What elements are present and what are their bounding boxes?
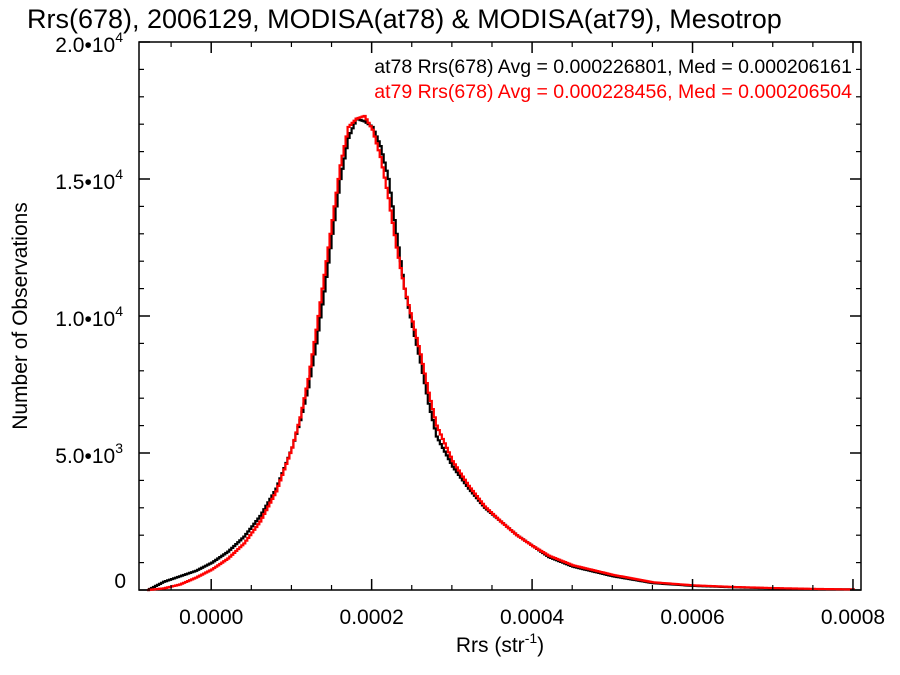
y-tick-label-sup-2: 4: [115, 303, 123, 319]
series-1-line: [147, 114, 855, 592]
y-axis-label: Number of Observations: [9, 202, 32, 430]
y-tick-label-sup-4: 4: [115, 29, 123, 45]
y-tick-label-3: 1.5•104: [55, 166, 123, 194]
y-tick-label-base-1: 5.0•10: [55, 445, 115, 468]
y-tick-label-4: 2.0•104: [55, 29, 123, 57]
x-axis-label-text: Rrs (str: [456, 634, 525, 657]
x-axis-label: Rrs (str-1): [456, 630, 544, 657]
y-tick-label-0: 0: [114, 570, 126, 593]
y-tick-label-2: 1.0•104: [55, 303, 123, 331]
y-tick-label-base-2: 1.0•10: [55, 308, 115, 331]
x-tick-label-3: 0.0006: [660, 606, 724, 629]
annotation-0: at78 Rrs(678) Avg = 0.000226801, Med = 0…: [374, 56, 852, 78]
x-tick-label-4: 0.0008: [821, 606, 885, 629]
x-axis-label-sup: -1: [525, 630, 538, 646]
y-tick-label-base-4: 2.0•10: [55, 34, 115, 57]
x-tick-label-0: 0.0000: [179, 606, 243, 629]
x-axis-label-close: ): [537, 634, 544, 657]
y-tick-label-1: 5.0•103: [55, 440, 123, 468]
annotation-1: at79 Rrs(678) Avg = 0.000228456, Med = 0…: [374, 81, 852, 103]
y-tick-label-sup-3: 4: [115, 166, 123, 182]
stats-annotations: at78 Rrs(678) Avg = 0.000226801, Med = 0…: [374, 56, 852, 103]
y-tick-label-base-0: 0: [114, 570, 126, 593]
chart-title: Rrs(678), 2006129, MODISA(at78) & MODISA…: [27, 4, 782, 34]
y-tick-label-base-3: 1.5•10: [55, 171, 115, 194]
plot-frame: [138, 41, 862, 591]
y-tick-label-sup-1: 3: [115, 440, 123, 456]
x-axis-ticks: 0.0000 0.0002 0.0004 0.0006 0.0008: [170, 42, 885, 629]
x-tick-label-2: 0.0004: [500, 606, 565, 629]
x-tick-label-1: 0.0002: [340, 606, 404, 629]
series-group: [147, 114, 855, 592]
